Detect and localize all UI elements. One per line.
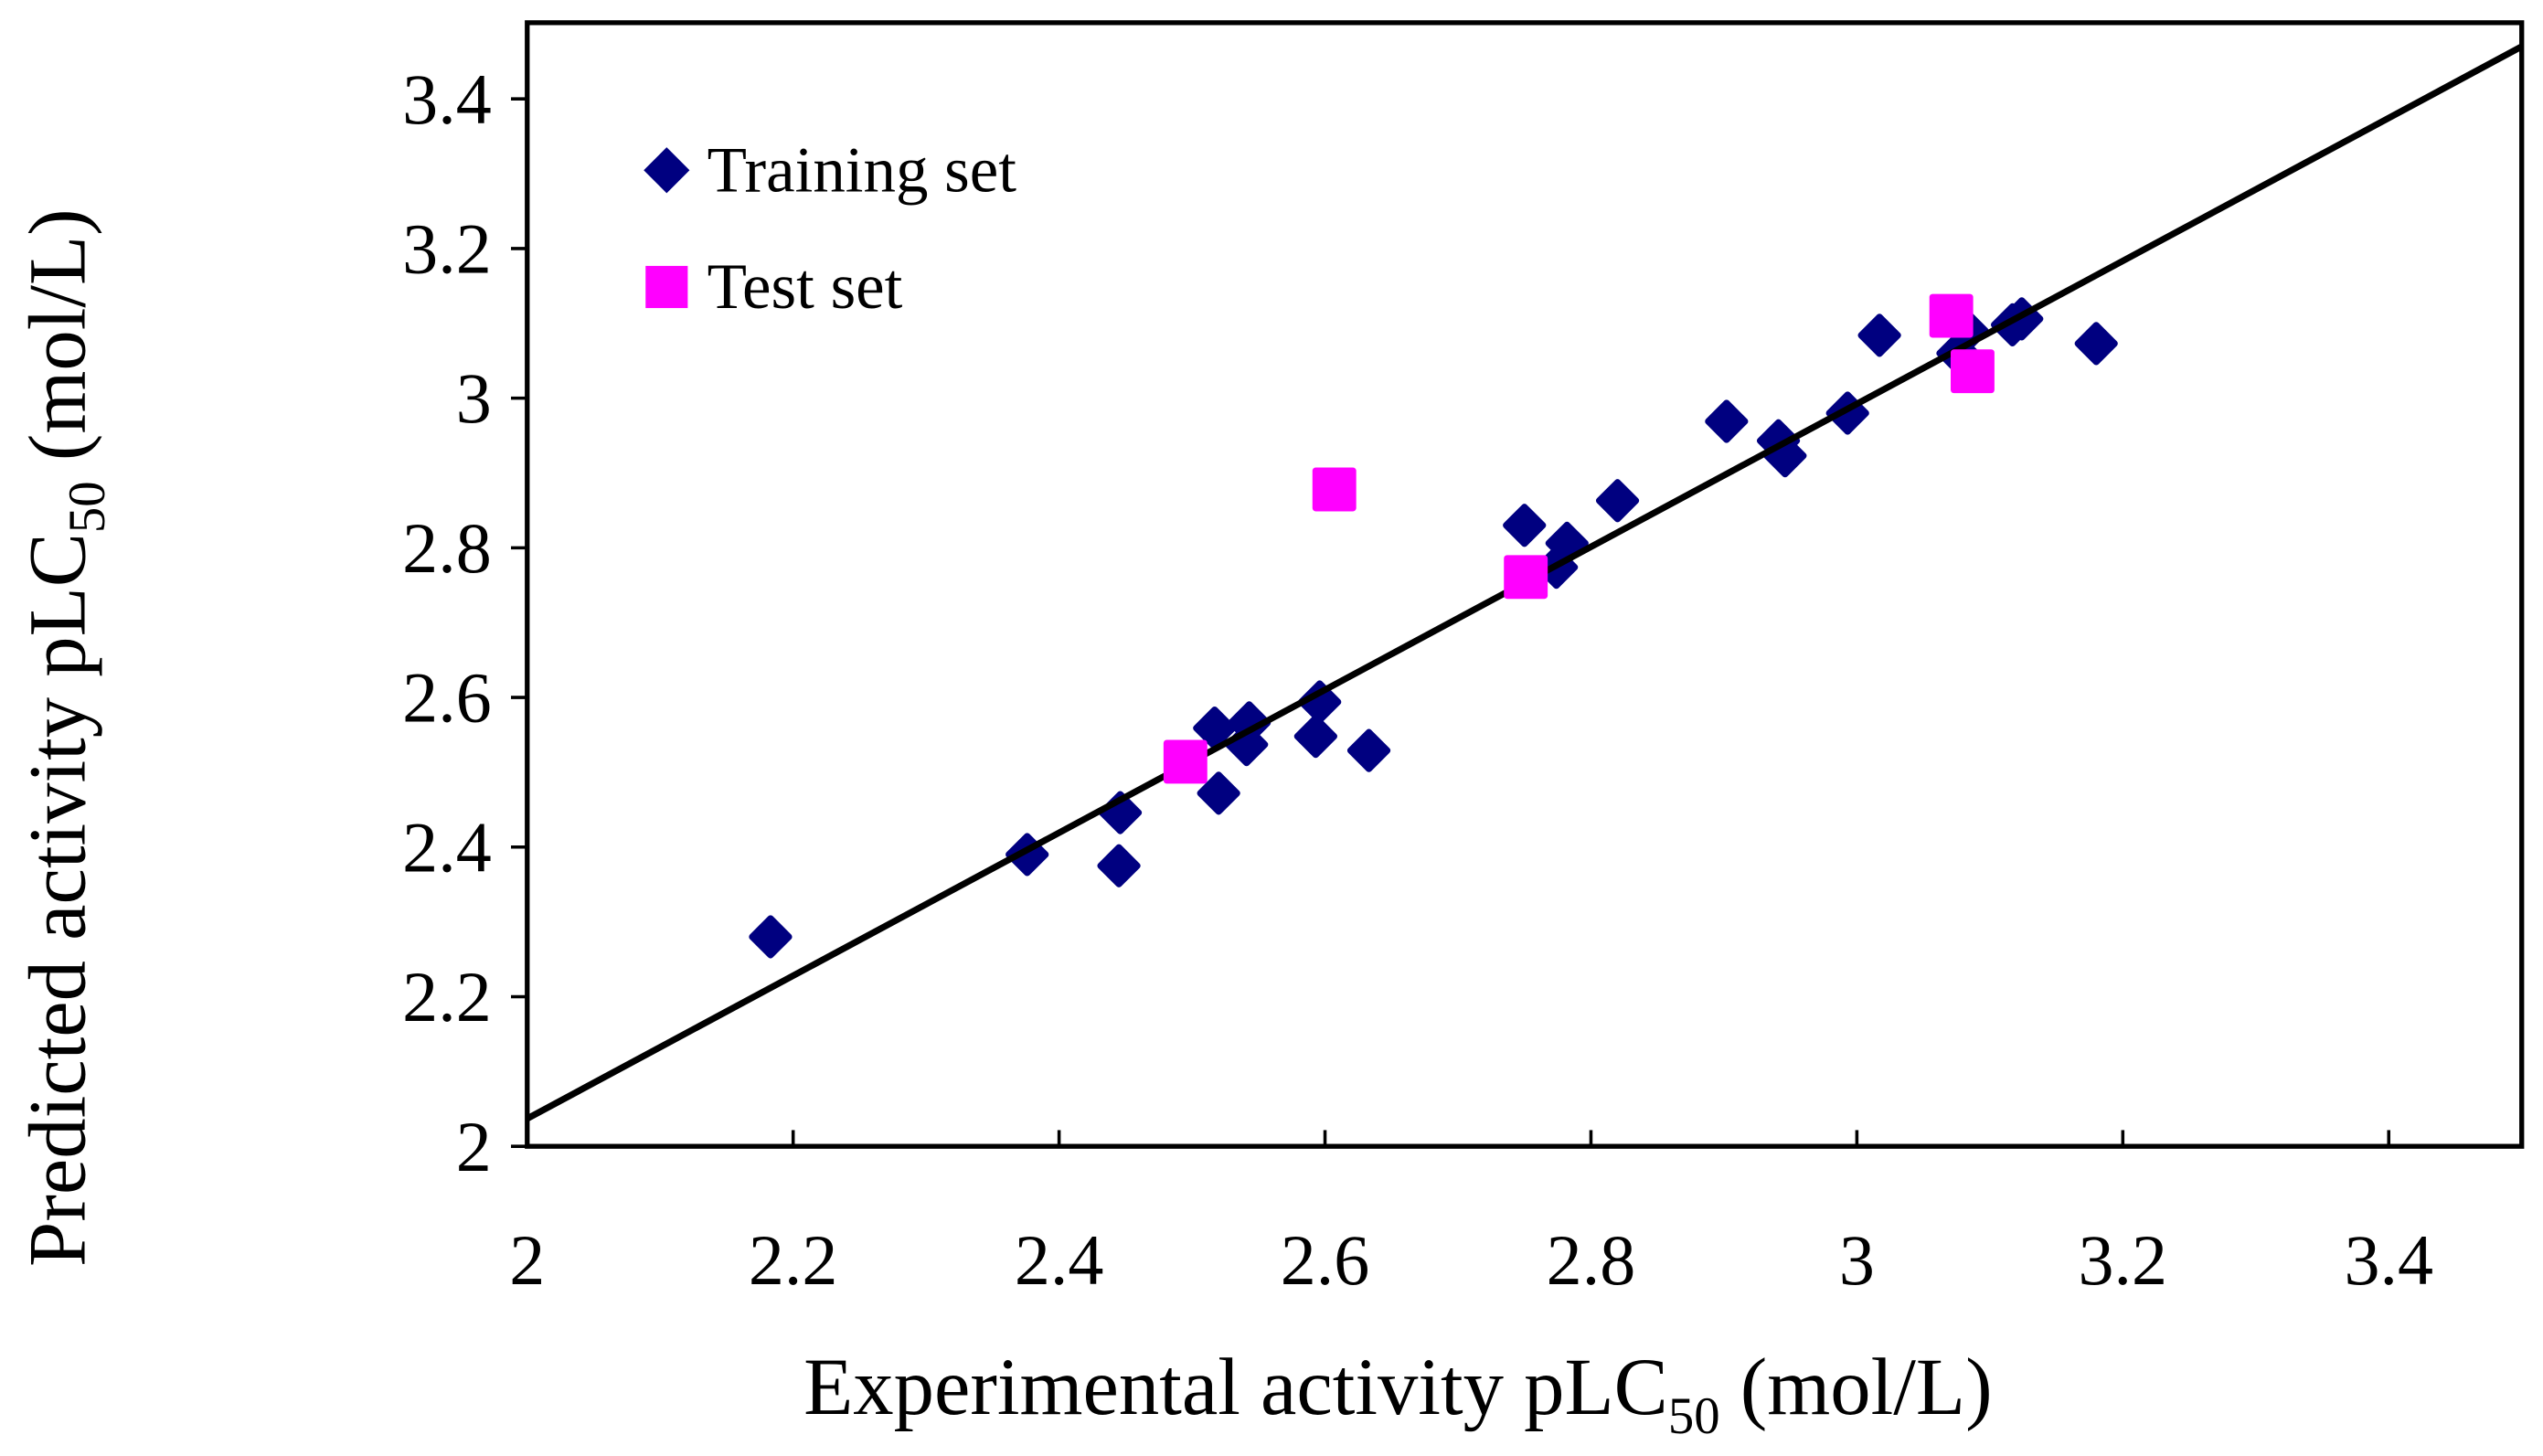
legend-marker-test: [645, 265, 688, 309]
x-tick-label: 3: [1839, 1220, 1875, 1300]
y-axis-label-unit: (mol/L): [13, 208, 102, 481]
x-tick-label: 3.4: [2344, 1220, 2433, 1300]
x-tick-label: 2.8: [1547, 1220, 1636, 1300]
x-tick-label: 2.2: [749, 1220, 838, 1300]
data-marks: [749, 297, 2118, 959]
x-axis-label-subscript: 50: [1668, 1387, 1720, 1445]
training-point: [1346, 728, 1391, 772]
training-point: [1197, 771, 1240, 815]
training-point: [1503, 504, 1547, 547]
y-tick-label: 2: [456, 1107, 492, 1186]
test-point: [1504, 555, 1548, 600]
training-point: [1857, 314, 1901, 357]
x-axis-label-main: Experimental activity pLC: [803, 1343, 1668, 1432]
x-tick-label: 3.2: [2079, 1220, 2168, 1300]
training-point: [749, 915, 793, 959]
x-tick-label: 2: [509, 1220, 545, 1300]
test-point: [1163, 739, 1208, 784]
legend-label-test: Test set: [708, 251, 903, 323]
y-tick-label: 3.4: [402, 59, 492, 139]
y-tick-label: 2.2: [402, 957, 492, 1036]
y-axis-label: Predicted activity pLC50 (mol/L): [13, 208, 115, 1267]
training-point: [1293, 714, 1337, 759]
y-tick-label: 3: [456, 358, 492, 438]
legend-label-training: Training set: [708, 134, 1017, 206]
x-tick-label: 2.4: [1015, 1220, 1104, 1300]
training-point: [2074, 322, 2118, 366]
plot-frame: [525, 20, 2525, 1149]
y-tick-label: 2.8: [402, 508, 492, 588]
legend: Training set Test set: [644, 134, 1016, 323]
y-tick-label: 3.2: [402, 209, 492, 289]
y-axis-label-subscript: 50: [59, 481, 116, 533]
x-axis-label: Experimental activity pLC50 (mol/L): [803, 1343, 1993, 1445]
training-point: [1298, 680, 1342, 724]
test-point: [1950, 349, 1995, 394]
y-axis-ticks: 2 2.2 2.4 2.6 2.8 3 3.2 3.4: [402, 59, 527, 1186]
training-point: [1225, 722, 1269, 767]
y-tick-label: 2.4: [402, 807, 492, 887]
training-point: [1098, 791, 1143, 834]
test-marks: [1163, 293, 1995, 784]
y-tick-label: 2.6: [402, 658, 492, 738]
training-point: [1705, 399, 1749, 443]
x-tick-label: 2.6: [1281, 1220, 1370, 1300]
x-axis-label-unit: (mol/L): [1720, 1343, 1993, 1432]
legend-marker-training: [644, 147, 690, 194]
x-axis-ticks: 2 2.2 2.4 2.6 2.8 3 3.2 3.4: [509, 1130, 2433, 1300]
test-point: [1312, 467, 1357, 512]
y-axis-label-main: Predicted activity pLC: [13, 533, 102, 1267]
training-point: [1193, 706, 1237, 750]
training-point: [1595, 479, 1640, 523]
test-point: [1929, 293, 1974, 338]
training-point: [1097, 844, 1141, 887]
